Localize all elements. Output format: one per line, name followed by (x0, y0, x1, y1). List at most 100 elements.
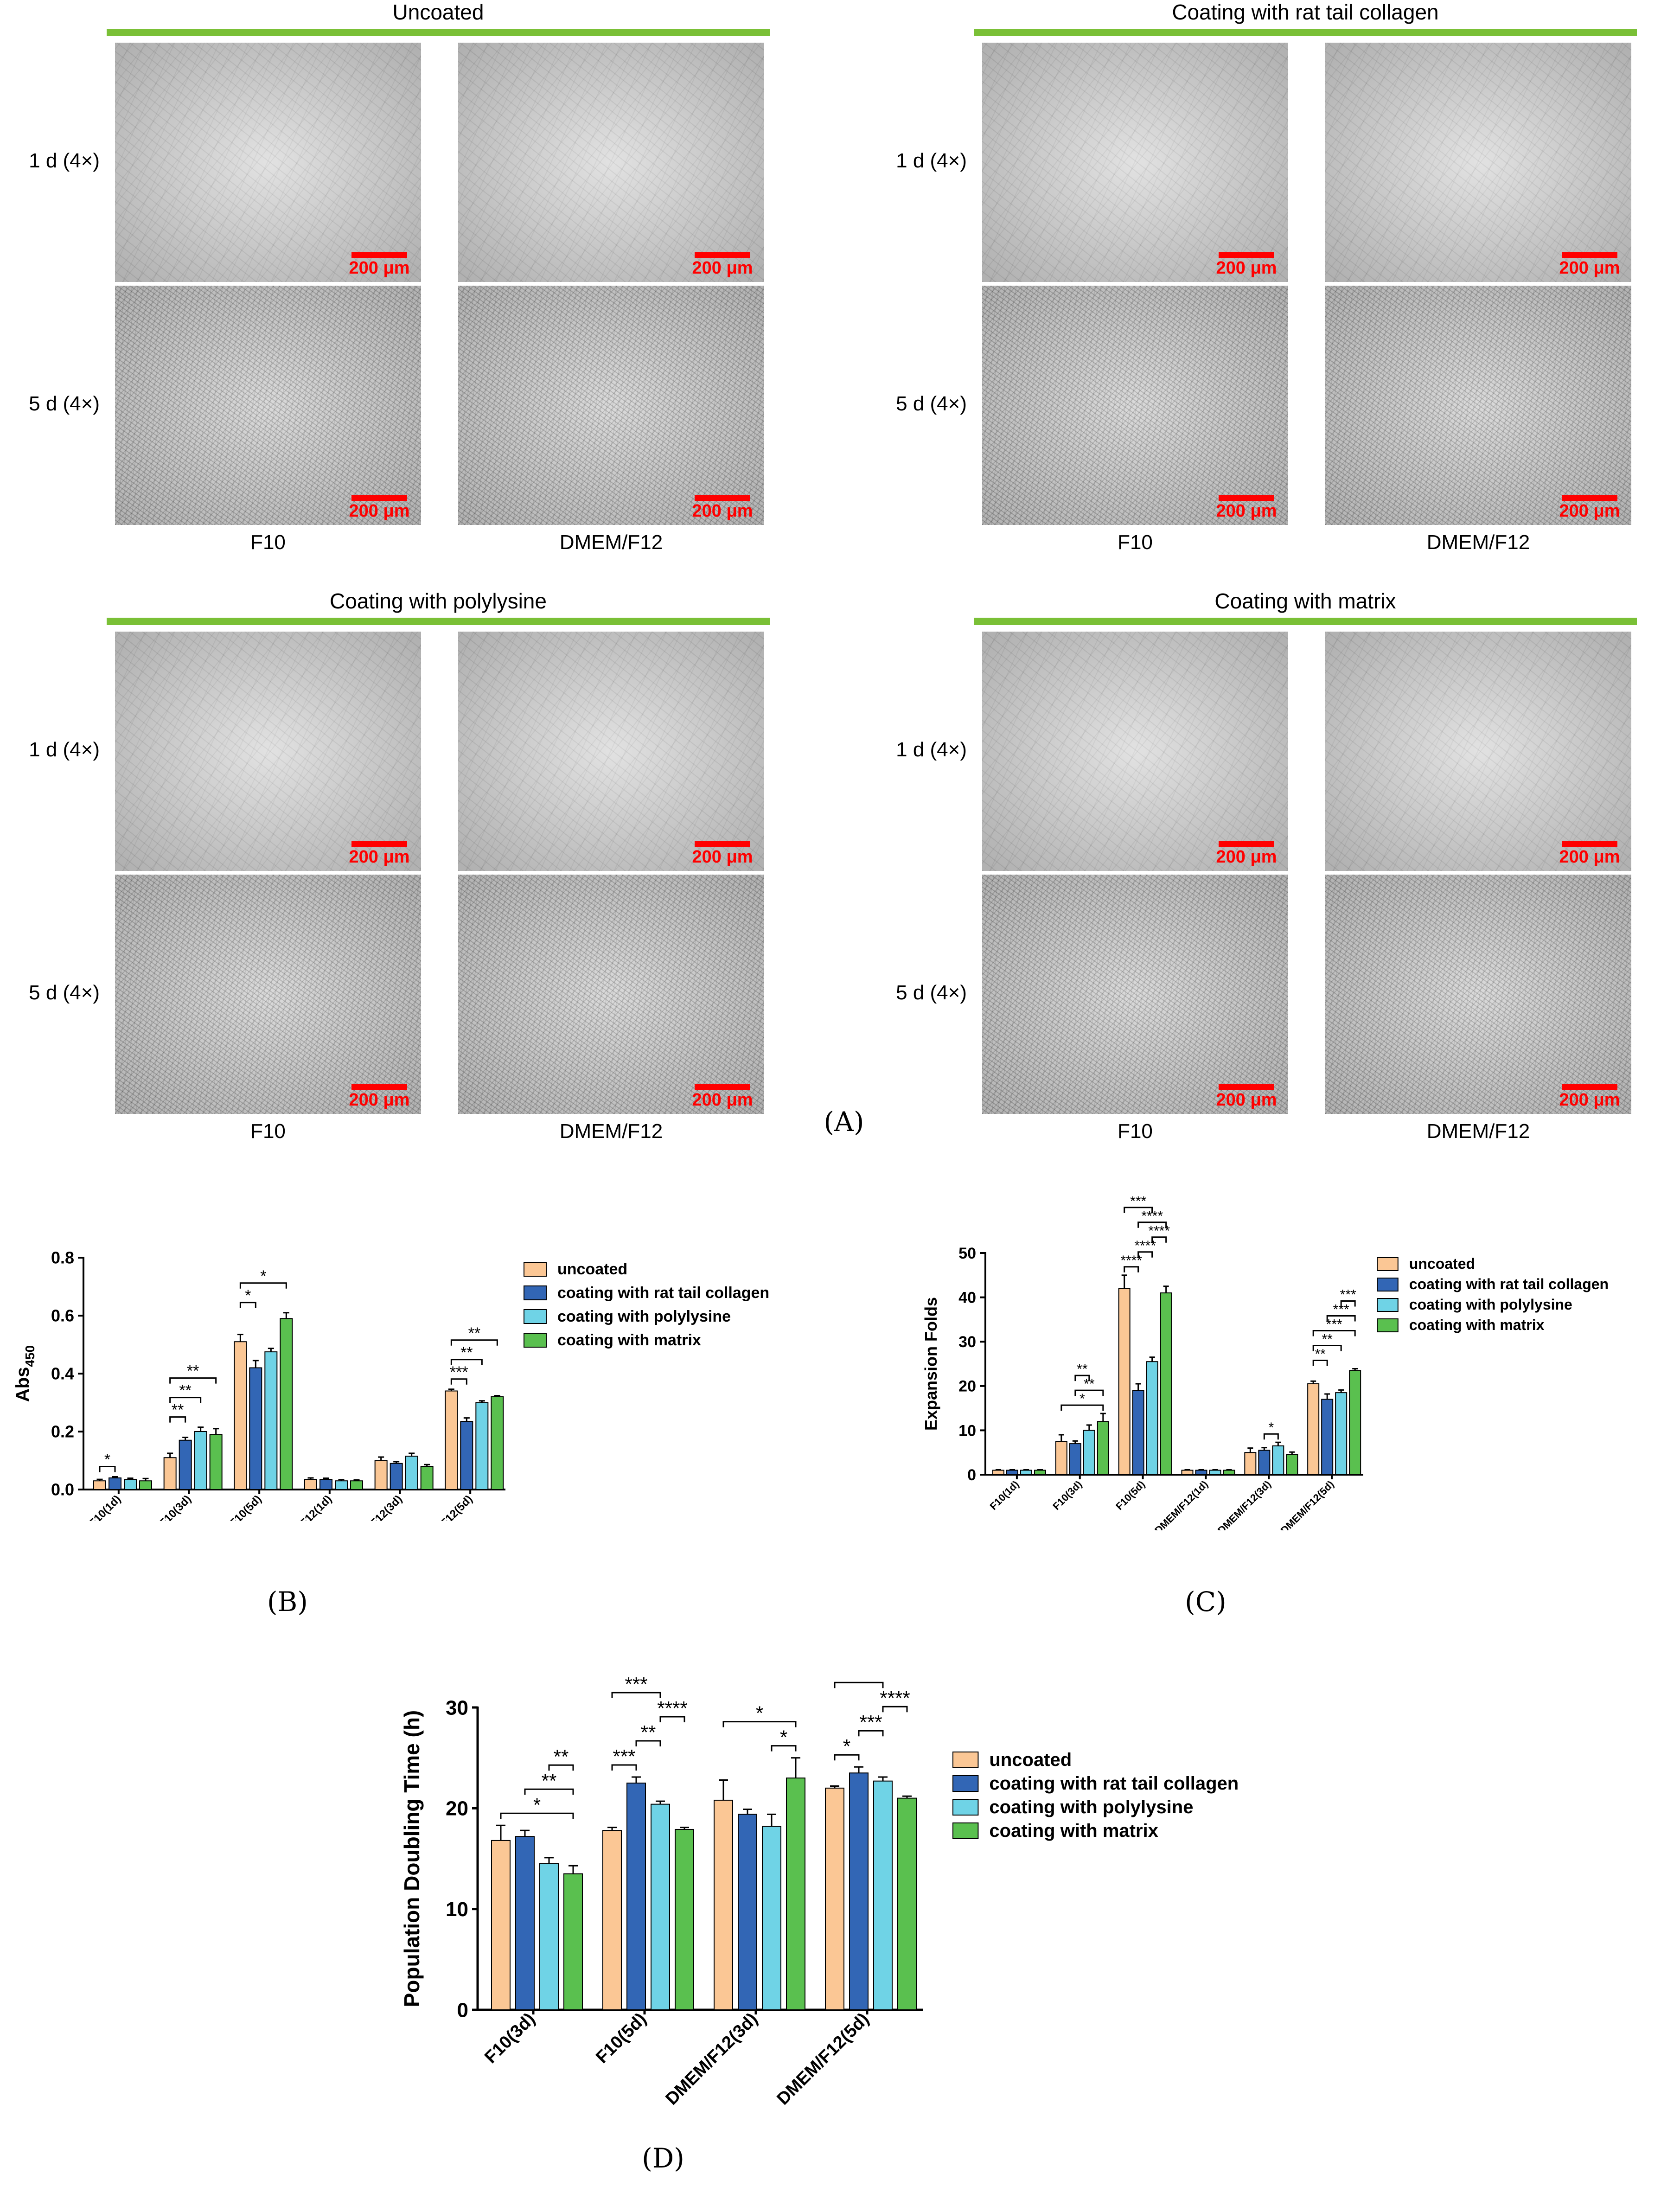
significance-label: ** (554, 1745, 569, 1767)
scale-bar-label: 200 μm (349, 258, 410, 278)
bar (109, 1477, 121, 1490)
significance-bracket (169, 1416, 186, 1423)
scale-bar (1562, 252, 1617, 258)
significance-bracket (611, 1764, 637, 1771)
bar (280, 1318, 293, 1490)
scale-bar (351, 841, 407, 847)
legend-label: coating with rat tail collagen (557, 1284, 769, 1302)
scale-bar-label: 200 μm (1559, 1090, 1620, 1110)
legend-label: coating with polylysine (557, 1308, 731, 1325)
significance-label: ** (1084, 1376, 1095, 1392)
micrograph-image: 200 μm (1325, 632, 1631, 871)
bar (873, 1780, 893, 2011)
significance-label: *** (450, 1363, 468, 1381)
y-tick-label: 0.8 (51, 1248, 74, 1267)
quadrant-title-bar (974, 618, 1637, 625)
significance-bracket (1137, 1251, 1153, 1258)
bar (1181, 1470, 1194, 1476)
bar (1272, 1445, 1284, 1475)
bar (651, 1803, 670, 2010)
x-tick-label: F10(5d) (592, 2009, 650, 2067)
bar (1195, 1470, 1207, 1476)
bar (93, 1480, 106, 1490)
bar (163, 1457, 177, 1490)
y-tick-label: 10 (958, 1422, 976, 1439)
bar (849, 1772, 869, 2010)
bar (762, 1826, 781, 2010)
bar (1223, 1470, 1235, 1476)
micrograph-image: 200 μm (1325, 286, 1631, 525)
scale-bar (1562, 841, 1617, 847)
bar (1286, 1454, 1298, 1475)
scale-bar-label: 200 μm (1559, 847, 1620, 867)
significance-label: * (1080, 1391, 1085, 1407)
scale-bar-label: 200 μm (1216, 258, 1277, 278)
scale-bar-label: 200 μm (692, 258, 753, 278)
legend-label: coating with polylysine (1409, 1296, 1572, 1313)
bar (304, 1479, 317, 1490)
bar (1349, 1370, 1361, 1475)
scale-bar-label: 200 μm (349, 847, 410, 867)
x-tick-label: DMEM/F12(1d) (1152, 1478, 1210, 1530)
significance-label: ** (172, 1401, 184, 1419)
y-axis-label: Abs450 (13, 1345, 37, 1402)
column-label: DMEM/F12 (1426, 1120, 1530, 1143)
significance-label: *** (1130, 1196, 1146, 1209)
micrograph-image: 200 μm (115, 632, 421, 871)
legend-swatch (952, 1752, 979, 1768)
y-axis-label-main: Abs (13, 1367, 33, 1402)
scale-bar (1219, 1084, 1274, 1090)
significance-label: *** (1326, 1317, 1342, 1332)
significance-bracket (611, 1692, 661, 1698)
bar (1034, 1470, 1046, 1476)
row-label: 1 d (4×) (29, 738, 100, 761)
bar (539, 1863, 559, 2010)
significance-label: ** (179, 1382, 191, 1400)
bar (374, 1460, 388, 1490)
micrograph-quadrant: Coating with rat tail collagen 1 d (4×) 20… (867, 0, 1680, 640)
scale-bar (351, 495, 407, 501)
micrograph-image: 200 μm (1325, 43, 1631, 282)
scale-bar (1562, 495, 1617, 501)
significance-label: * (855, 1674, 862, 1685)
bar (335, 1480, 348, 1490)
bar (1097, 1421, 1109, 1475)
bar (390, 1463, 403, 1490)
significance-label: *** (625, 1674, 647, 1695)
x-tick-label: DMEM/F12(3d) (662, 2009, 762, 2109)
micrograph-image: 200 μm (1325, 875, 1631, 1114)
x-tick-label: DMEM/F12(5d) (1278, 1478, 1336, 1530)
micrograph-image: 200 μm (982, 43, 1288, 282)
legend-swatch (524, 1285, 547, 1300)
quadrant-title: Coating with matrix (1214, 589, 1396, 613)
significance-label: **** (657, 1697, 687, 1719)
significance-label: * (260, 1267, 266, 1285)
y-tick-label: 30 (958, 1333, 976, 1351)
bar (602, 1830, 622, 2010)
y-tick-label: 40 (958, 1289, 976, 1307)
x-tick-label: F10(3d) (1050, 1478, 1084, 1512)
bar (1307, 1383, 1320, 1475)
significance-bracket (1137, 1221, 1167, 1228)
y-tick-label: 0.6 (51, 1306, 74, 1325)
significance-bracket (659, 1716, 685, 1722)
significance-bracket (450, 1359, 483, 1365)
significance-bracket (1060, 1404, 1104, 1411)
bar (475, 1402, 489, 1490)
scale-bar (695, 252, 750, 258)
significance-bracket (1312, 1345, 1342, 1351)
bar (491, 1840, 511, 2010)
micrograph-image: 200 μm (982, 632, 1288, 871)
micrograph-image: 200 μm (115, 286, 421, 525)
scale-bar (1562, 1084, 1617, 1090)
micrograph-image: 200 μm (458, 286, 764, 525)
bar (264, 1351, 278, 1490)
significance-bracket (834, 1682, 884, 1688)
significance-bracket (882, 1706, 908, 1713)
significance-label: **** (1148, 1223, 1170, 1239)
micrograph-image: 200 μm (458, 43, 764, 282)
significance-label: ** (641, 1721, 656, 1743)
significance-label: **** (880, 1687, 910, 1709)
legend-swatch (524, 1333, 547, 1348)
bar (738, 1814, 757, 2010)
